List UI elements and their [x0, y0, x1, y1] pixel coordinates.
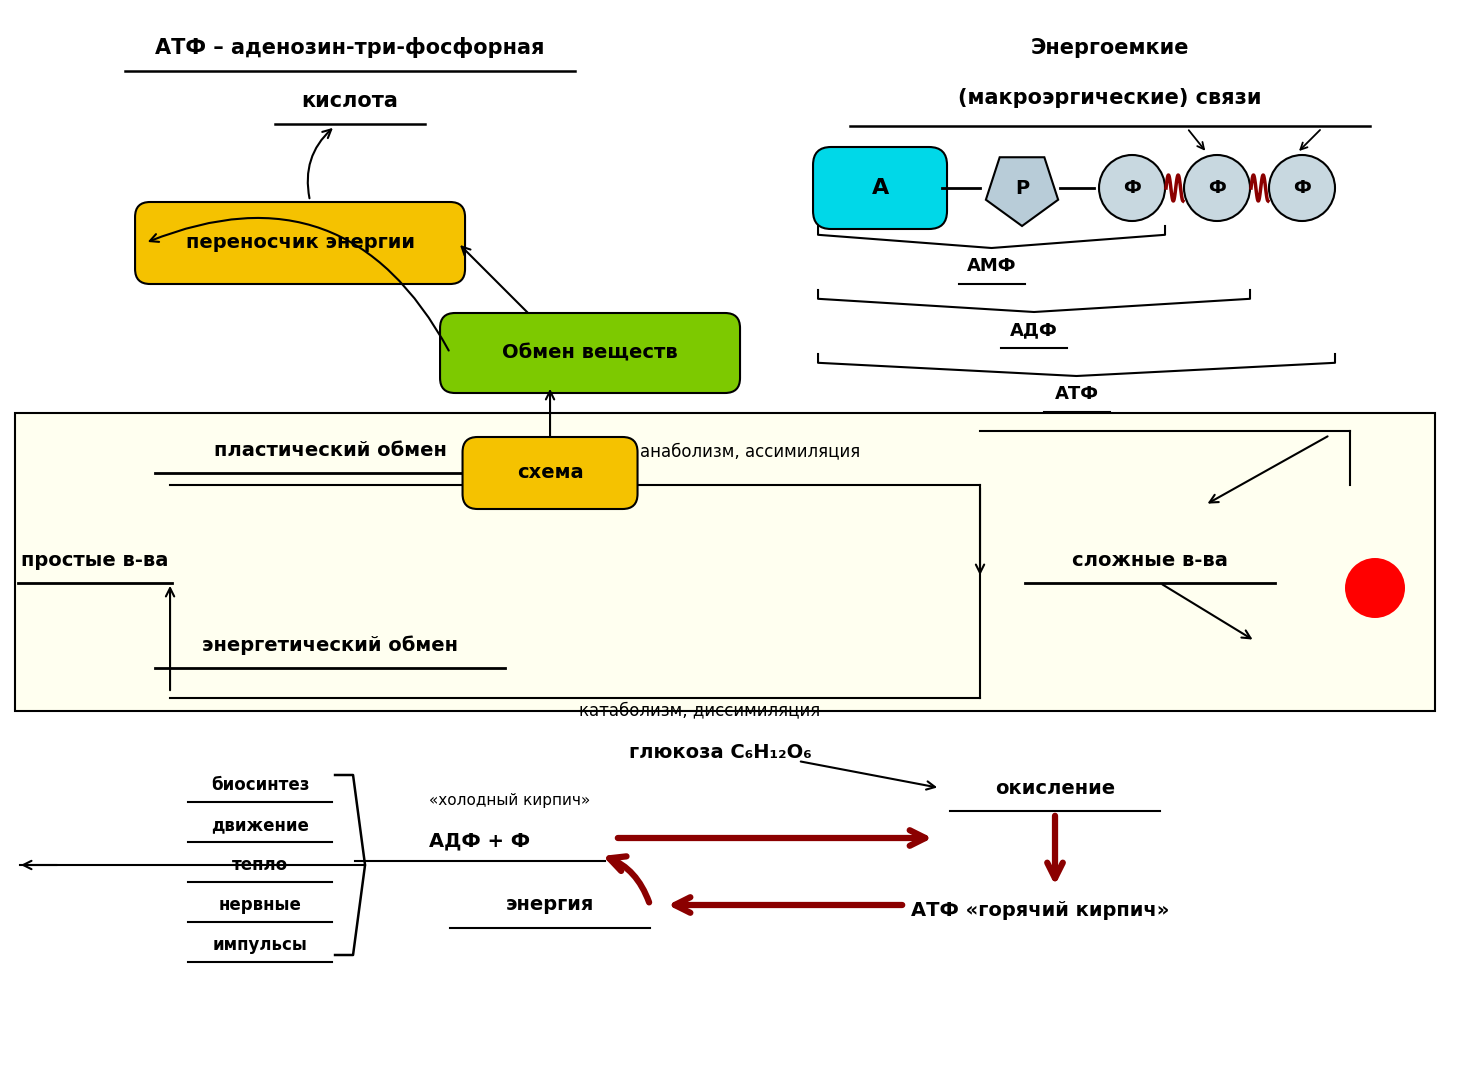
Text: АТФ «горячий кирпич»: АТФ «горячий кирпич» [911, 901, 1169, 921]
Circle shape [1344, 558, 1404, 618]
FancyBboxPatch shape [462, 437, 638, 509]
FancyBboxPatch shape [813, 147, 947, 229]
Circle shape [1268, 155, 1336, 221]
Text: (макроэргические) связи: (макроэргические) связи [958, 88, 1261, 108]
Text: биосинтез: биосинтез [211, 776, 309, 794]
Text: тепло: тепло [233, 856, 288, 874]
Text: переносчик энергии: переносчик энергии [186, 234, 414, 252]
Circle shape [1099, 155, 1165, 221]
Text: схема: схема [516, 464, 584, 483]
Text: окисление: окисление [995, 779, 1115, 797]
Text: сложные в-ва: сложные в-ва [1072, 552, 1227, 571]
Text: движение: движение [211, 815, 309, 834]
FancyBboxPatch shape [440, 313, 740, 393]
Text: кислота: кислота [301, 91, 398, 111]
Text: АДФ: АДФ [1009, 321, 1058, 339]
Text: нервные: нервные [218, 896, 301, 914]
Text: глюкоза C₆H₁₂O₆: глюкоза C₆H₁₂O₆ [629, 744, 812, 763]
Text: Ф: Ф [1124, 179, 1141, 197]
Text: импульсы: импульсы [212, 936, 307, 954]
Text: АМФ: АМФ [967, 258, 1017, 275]
Text: Ф: Ф [1293, 179, 1311, 197]
Text: Р: Р [1015, 178, 1028, 197]
Text: энергетический обмен: энергетический обмен [202, 635, 458, 655]
Text: АТФ: АТФ [1055, 385, 1099, 403]
Text: А: А [872, 178, 888, 199]
Text: АДФ + Ф: АДФ + Ф [430, 832, 531, 851]
Text: Энергоемкие: Энергоемкие [1031, 38, 1189, 58]
Text: катаболизм, диссимиляция: катаболизм, диссимиляция [579, 701, 821, 719]
Text: анаболизм, ассимиляция: анаболизм, ассимиляция [639, 442, 860, 460]
Text: Ф: Ф [1208, 179, 1226, 197]
Text: простые в-ва: простые в-ва [22, 552, 168, 571]
Text: энергия: энергия [506, 896, 594, 914]
Circle shape [1184, 155, 1249, 221]
FancyBboxPatch shape [15, 413, 1435, 711]
Text: «холодный кирпич»: «холодный кирпич» [430, 794, 591, 808]
Text: АТФ – аденозин-три-фосфорная: АТФ – аденозин-три-фосфорная [155, 38, 544, 59]
Text: пластический обмен: пластический обмен [214, 441, 446, 460]
Text: Обмен веществ: Обмен веществ [502, 343, 677, 363]
FancyBboxPatch shape [135, 202, 465, 284]
